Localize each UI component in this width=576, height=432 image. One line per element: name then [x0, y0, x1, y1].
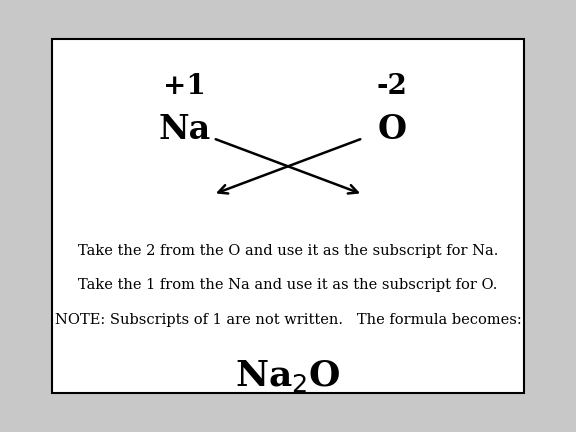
Text: -2: -2 [376, 73, 407, 100]
Text: Take the 1 from the Na and use it as the subscript for O.: Take the 1 from the Na and use it as the… [78, 278, 498, 292]
Text: Na$_2$O: Na$_2$O [235, 358, 341, 394]
Text: NOTE: Subscripts of 1 are not written.   The formula becomes:: NOTE: Subscripts of 1 are not written. T… [55, 313, 521, 327]
FancyBboxPatch shape [52, 39, 524, 393]
Text: O: O [377, 113, 406, 146]
Text: +1: +1 [163, 73, 206, 100]
Text: Na: Na [158, 113, 210, 146]
Text: Take the 2 from the O and use it as the subscript for Na.: Take the 2 from the O and use it as the … [78, 244, 498, 257]
